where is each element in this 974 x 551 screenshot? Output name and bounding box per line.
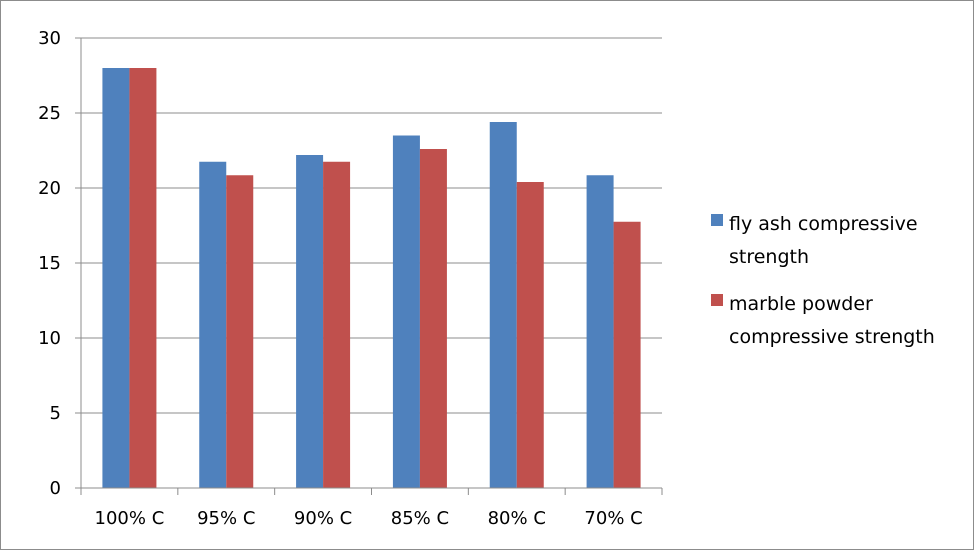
x-tick-label: 95% C bbox=[197, 508, 255, 529]
x-tick-label: 70% C bbox=[584, 508, 642, 529]
bars bbox=[102, 68, 641, 488]
y-tick-label: 30 bbox=[38, 28, 61, 49]
y-tick-label: 15 bbox=[38, 253, 61, 274]
y-tick-label: 25 bbox=[38, 103, 61, 124]
bar-fly-ash-1 bbox=[199, 161, 227, 488]
gridlines bbox=[81, 37, 662, 414]
y-tick-label: 5 bbox=[50, 403, 61, 424]
y-tick-label: 20 bbox=[38, 178, 61, 199]
legend-swatch-marble-powder bbox=[711, 294, 723, 306]
bar-marble-powder-5 bbox=[613, 221, 641, 488]
bar-fly-ash-2 bbox=[296, 155, 324, 488]
axes: 0 5 10 15 20 25 30 100% C 95% C 90% C 85% C 80% C 70… bbox=[38, 28, 663, 529]
y-tick-label: 10 bbox=[38, 328, 61, 349]
bar-marble-powder-4 bbox=[516, 182, 544, 488]
legend-label-marble-powder-1: compressive strength bbox=[729, 326, 935, 348]
bar-marble-powder-0 bbox=[129, 68, 157, 488]
bar-marble-powder-3 bbox=[419, 149, 447, 488]
bar-marble-powder-2 bbox=[323, 161, 351, 488]
bar-fly-ash-4 bbox=[489, 122, 517, 488]
bar-fly-ash-0 bbox=[102, 68, 130, 488]
x-tick-label: 80% C bbox=[488, 508, 546, 529]
bar-marble-powder-1 bbox=[226, 175, 254, 488]
legend: fly ash compressive strength marble powder… bbox=[711, 213, 935, 348]
x-tick-label: 85% C bbox=[391, 508, 449, 529]
legend-label-marble-powder-0: marble powder bbox=[729, 293, 873, 315]
x-tick-label: 100% C bbox=[95, 508, 165, 529]
y-tick-label: 0 bbox=[50, 478, 61, 499]
bar-fly-ash-5 bbox=[586, 175, 614, 488]
bar-fly-ash-3 bbox=[392, 135, 420, 488]
x-tick-label: 90% C bbox=[294, 508, 352, 529]
legend-swatch-fly-ash bbox=[711, 214, 723, 226]
legend-label-fly-ash-1: strength bbox=[729, 246, 809, 268]
legend-label-fly-ash-0: fly ash compressive bbox=[729, 213, 918, 235]
